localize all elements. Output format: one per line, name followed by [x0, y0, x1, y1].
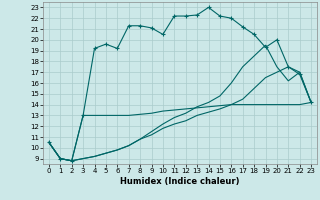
X-axis label: Humidex (Indice chaleur): Humidex (Indice chaleur) — [120, 177, 240, 186]
